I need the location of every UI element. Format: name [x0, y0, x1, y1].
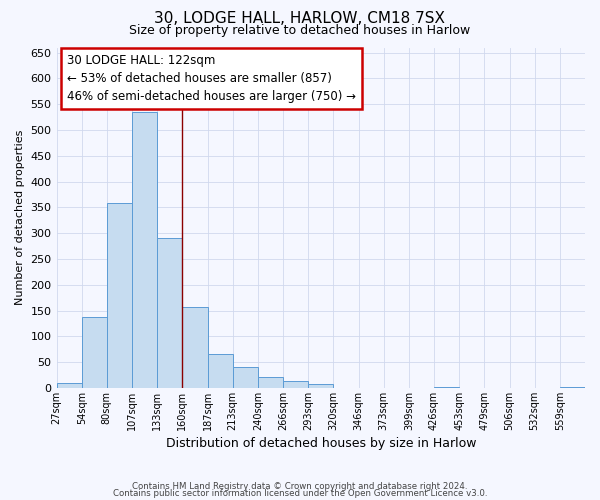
- Text: 30 LODGE HALL: 122sqm
← 53% of detached houses are smaller (857)
46% of semi-det: 30 LODGE HALL: 122sqm ← 53% of detached …: [67, 54, 356, 104]
- Bar: [56, 382, 82, 388]
- Text: Contains HM Land Registry data © Crown copyright and database right 2024.: Contains HM Land Registry data © Crown c…: [132, 482, 468, 491]
- Bar: [208, 354, 233, 388]
- Bar: [258, 376, 283, 388]
- Y-axis label: Number of detached properties: Number of detached properties: [15, 130, 25, 306]
- Bar: [233, 368, 258, 388]
- Text: Size of property relative to detached houses in Harlow: Size of property relative to detached ho…: [130, 24, 470, 37]
- Text: 30, LODGE HALL, HARLOW, CM18 7SX: 30, LODGE HALL, HARLOW, CM18 7SX: [155, 11, 445, 26]
- X-axis label: Distribution of detached houses by size in Harlow: Distribution of detached houses by size …: [166, 437, 476, 450]
- Text: Contains public sector information licensed under the Open Government Licence v3: Contains public sector information licen…: [113, 490, 487, 498]
- Bar: [308, 384, 334, 388]
- Bar: [283, 380, 308, 388]
- Bar: [82, 317, 107, 388]
- Bar: [157, 238, 182, 388]
- Bar: [182, 307, 208, 388]
- Bar: [107, 204, 132, 388]
- Bar: [132, 112, 157, 388]
